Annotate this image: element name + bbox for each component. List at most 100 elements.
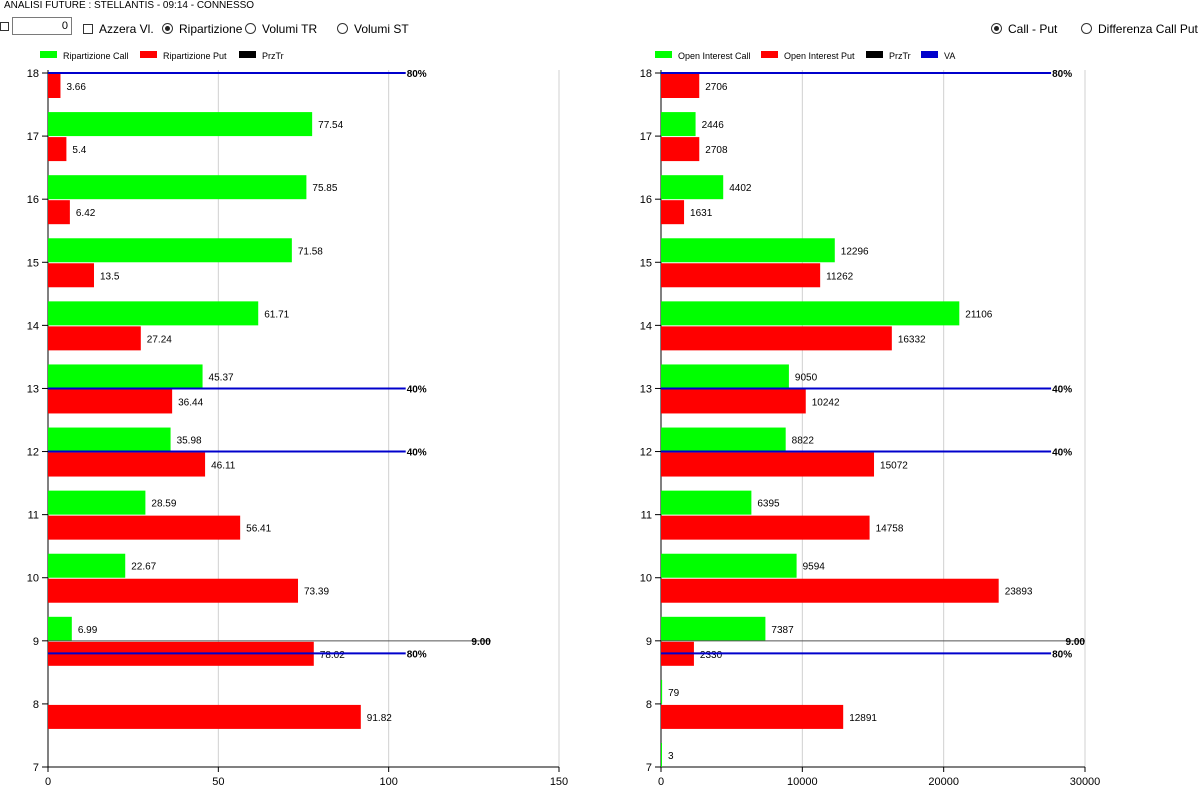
y-tick-label: 14 — [640, 320, 652, 332]
y-tick-label: 16 — [27, 194, 39, 206]
bar-call — [48, 490, 146, 515]
legend-label: Ripartizione Put — [163, 51, 227, 61]
bar-call — [661, 553, 797, 578]
bar-call-label: 2446 — [702, 120, 725, 131]
number-input[interactable] — [12, 17, 72, 35]
x-tick-label: 100 — [379, 776, 397, 788]
y-tick-label: 12 — [27, 447, 39, 459]
radio-indicator[interactable] — [162, 23, 173, 35]
bar-put-label: 5.4 — [72, 145, 86, 156]
radio-label: Call - Put — [1008, 21, 1058, 36]
x-tick-label: 150 — [550, 776, 568, 788]
bar-put-label: 10242 — [812, 397, 840, 408]
y-tick-label: 7 — [646, 762, 652, 774]
radio-indicator[interactable] — [991, 23, 1002, 35]
bar-call — [48, 112, 313, 137]
bar-put — [661, 578, 999, 603]
y-tick-label: 7 — [33, 762, 39, 774]
bar-put — [661, 74, 700, 98]
small-checkbox[interactable] — [0, 22, 9, 31]
bar-call — [661, 743, 662, 767]
bar-put-label: 46.11 — [211, 461, 236, 472]
bar-put — [48, 326, 141, 351]
bar-put — [48, 704, 361, 729]
bar-put-label: 15072 — [880, 461, 908, 472]
bar-call-label: 7387 — [771, 625, 794, 636]
bar-call-label: 3 — [668, 751, 674, 762]
bar-call — [661, 112, 696, 137]
y-tick-label: 10 — [27, 573, 39, 585]
va-label: 40% — [407, 384, 427, 395]
y-tick-label: 11 — [28, 510, 39, 522]
bar-put — [48, 137, 67, 162]
y-tick-label: 8 — [646, 699, 652, 711]
bar-call — [661, 238, 835, 263]
legend-swatch — [921, 51, 938, 58]
legend-label: Open Interest Put — [784, 51, 855, 61]
bar-call — [48, 553, 126, 578]
y-tick-label: 14 — [27, 320, 39, 332]
x-tick-label: 50 — [212, 776, 224, 788]
radio-label: Differenza Call Put — [1098, 21, 1198, 36]
checkbox-box[interactable] — [83, 23, 93, 34]
bar-call — [661, 490, 752, 515]
radio-differenza-call-put[interactable]: Differenza Call Put — [1081, 21, 1198, 36]
bar-call-label: 45.37 — [209, 372, 234, 383]
y-tick-label: 12 — [640, 447, 652, 459]
bar-put-label: 78.02 — [320, 650, 345, 661]
va-label: 40% — [1052, 384, 1072, 395]
bar-put — [661, 137, 700, 162]
bar-put-label: 2706 — [705, 82, 728, 93]
bar-put-label: 12891 — [849, 713, 877, 724]
azzera-label: Azzera Vl. — [99, 21, 154, 36]
y-tick-label: 15 — [27, 257, 39, 269]
bar-put — [48, 200, 70, 225]
va-label: 80% — [407, 649, 427, 660]
bar-call-label: 21106 — [965, 309, 993, 320]
bar-put-label: 2708 — [705, 145, 728, 156]
y-tick-label: 10 — [640, 573, 652, 585]
legend-label: VA — [944, 51, 955, 61]
app-title: ANALISI FUTURE : STELLANTIS - 09:14 - CO… — [4, 0, 255, 11]
y-tick-label: 13 — [27, 383, 39, 395]
bar-put-label: 16332 — [898, 334, 926, 345]
radio-indicator[interactable] — [1081, 23, 1092, 35]
radio-volumi-st[interactable]: Volumi ST — [337, 21, 409, 36]
legend-swatch — [655, 51, 672, 58]
bar-call — [48, 364, 203, 389]
y-tick-label: 11 — [641, 510, 652, 522]
bar-call-label: 9594 — [803, 562, 826, 573]
bar-call-label: 75.85 — [312, 183, 337, 194]
radio-ripartizione[interactable]: Ripartizione — [162, 21, 242, 36]
y-tick-label: 18 — [640, 68, 652, 80]
va-label: 40% — [407, 448, 427, 459]
radio-volumi-tr[interactable]: Volumi TR — [245, 21, 317, 36]
bar-call-label: 71.58 — [298, 246, 323, 257]
bar-call-label: 28.59 — [151, 499, 176, 510]
bar-put-label: 73.39 — [304, 587, 329, 598]
prztr-label: 9.00 — [1066, 637, 1086, 648]
y-tick-label: 9 — [33, 636, 39, 648]
bar-put-label: 23893 — [1005, 587, 1033, 598]
bar-put — [48, 74, 61, 98]
bar-call — [48, 427, 171, 452]
y-tick-label: 16 — [640, 194, 652, 206]
x-tick-label: 30000 — [1070, 776, 1101, 788]
bar-put-label: 1631 — [690, 208, 713, 219]
bar-put — [661, 704, 844, 729]
azzera-checkbox[interactable]: Azzera Vl. — [83, 21, 154, 36]
bar-put — [661, 326, 892, 351]
legend-swatch — [866, 51, 883, 58]
radio-indicator[interactable] — [337, 23, 348, 35]
va-label: 80% — [407, 69, 427, 80]
va-label: 80% — [1052, 649, 1072, 660]
x-tick-label: 10000 — [787, 776, 818, 788]
radio-indicator[interactable] — [245, 23, 256, 35]
bar-call-label: 6395 — [757, 499, 780, 510]
legend-label: PrzTr — [262, 51, 284, 61]
radio-label: Ripartizione — [179, 21, 243, 36]
bar-call — [661, 679, 663, 704]
y-tick-label: 9 — [646, 636, 652, 648]
radio-call-put[interactable]: Call - Put — [991, 21, 1057, 36]
